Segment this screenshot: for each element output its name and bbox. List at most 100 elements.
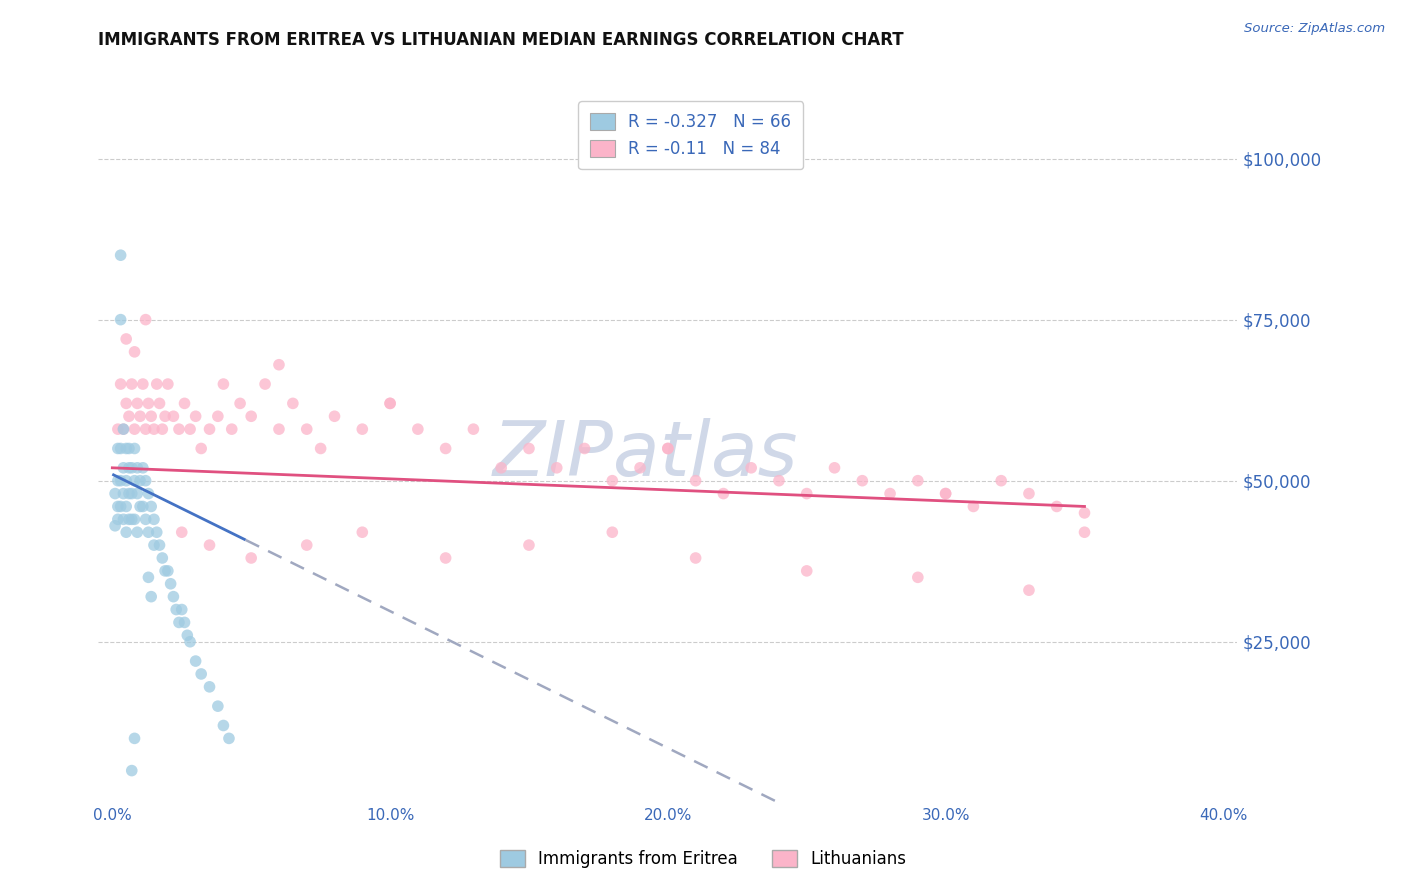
Point bbox=[184, 409, 207, 424]
Point bbox=[118, 486, 141, 500]
Point bbox=[628, 460, 651, 475]
Point bbox=[879, 486, 901, 500]
Point bbox=[127, 460, 149, 475]
Point bbox=[685, 474, 707, 488]
Point bbox=[121, 764, 143, 778]
Point bbox=[124, 512, 146, 526]
Point bbox=[115, 442, 138, 456]
Point bbox=[378, 396, 401, 410]
Point bbox=[115, 525, 138, 540]
Point bbox=[240, 551, 263, 566]
Point bbox=[145, 525, 167, 540]
Text: ZIPatlas: ZIPatlas bbox=[492, 418, 797, 491]
Point bbox=[796, 564, 818, 578]
Point bbox=[184, 654, 207, 668]
Point bbox=[107, 442, 129, 456]
Point bbox=[141, 590, 163, 604]
Point bbox=[159, 576, 181, 591]
Point bbox=[851, 474, 873, 488]
Point bbox=[179, 634, 201, 648]
Point bbox=[141, 500, 163, 514]
Point bbox=[135, 512, 157, 526]
Point bbox=[121, 377, 143, 392]
Point bbox=[110, 474, 132, 488]
Point bbox=[107, 422, 129, 436]
Point bbox=[1073, 525, 1095, 540]
Point bbox=[112, 460, 135, 475]
Point bbox=[124, 731, 146, 746]
Point bbox=[107, 512, 129, 526]
Point bbox=[267, 422, 290, 436]
Point bbox=[207, 409, 229, 424]
Point bbox=[295, 538, 318, 552]
Point bbox=[124, 344, 146, 359]
Point bbox=[990, 474, 1012, 488]
Point bbox=[121, 512, 143, 526]
Point bbox=[229, 396, 252, 410]
Point bbox=[150, 422, 173, 436]
Point bbox=[240, 409, 263, 424]
Point bbox=[768, 474, 790, 488]
Point bbox=[352, 525, 374, 540]
Point bbox=[104, 518, 127, 533]
Point bbox=[115, 332, 138, 346]
Point bbox=[115, 474, 138, 488]
Point bbox=[138, 525, 160, 540]
Point bbox=[198, 680, 221, 694]
Point bbox=[129, 500, 152, 514]
Point bbox=[153, 409, 176, 424]
Point bbox=[281, 396, 304, 410]
Point bbox=[112, 486, 135, 500]
Text: IMMIGRANTS FROM ERITREA VS LITHUANIAN MEDIAN EARNINGS CORRELATION CHART: IMMIGRANTS FROM ERITREA VS LITHUANIAN ME… bbox=[98, 31, 904, 49]
Point bbox=[489, 460, 512, 475]
Point bbox=[143, 512, 166, 526]
Point bbox=[148, 538, 170, 552]
Point bbox=[112, 422, 135, 436]
Point bbox=[132, 500, 155, 514]
Point bbox=[135, 422, 157, 436]
Point bbox=[143, 538, 166, 552]
Point bbox=[129, 474, 152, 488]
Point bbox=[434, 551, 457, 566]
Point bbox=[115, 396, 138, 410]
Point bbox=[574, 442, 596, 456]
Point bbox=[170, 525, 193, 540]
Point bbox=[121, 460, 143, 475]
Point bbox=[156, 377, 179, 392]
Point bbox=[546, 460, 568, 475]
Point bbox=[352, 422, 374, 436]
Point bbox=[221, 422, 243, 436]
Point bbox=[118, 409, 141, 424]
Point bbox=[198, 538, 221, 552]
Point bbox=[115, 500, 138, 514]
Point bbox=[138, 396, 160, 410]
Point bbox=[323, 409, 346, 424]
Legend: Immigrants from Eritrea, Lithuanians: Immigrants from Eritrea, Lithuanians bbox=[494, 843, 912, 875]
Point bbox=[121, 486, 143, 500]
Point bbox=[129, 409, 152, 424]
Point bbox=[218, 731, 240, 746]
Point bbox=[190, 442, 212, 456]
Point bbox=[600, 474, 623, 488]
Text: Source: ZipAtlas.com: Source: ZipAtlas.com bbox=[1244, 22, 1385, 36]
Point bbox=[198, 422, 221, 436]
Point bbox=[165, 602, 187, 616]
Point bbox=[212, 718, 235, 732]
Point bbox=[132, 377, 155, 392]
Point bbox=[162, 409, 184, 424]
Point bbox=[295, 422, 318, 436]
Point bbox=[378, 396, 401, 410]
Point bbox=[517, 442, 540, 456]
Point bbox=[162, 590, 184, 604]
Point bbox=[148, 396, 170, 410]
Point bbox=[309, 442, 332, 456]
Point bbox=[170, 602, 193, 616]
Point bbox=[1018, 583, 1040, 598]
Point bbox=[104, 486, 127, 500]
Point bbox=[167, 422, 190, 436]
Point bbox=[112, 512, 135, 526]
Point bbox=[406, 422, 429, 436]
Point bbox=[110, 248, 132, 262]
Point bbox=[962, 500, 984, 514]
Point bbox=[135, 474, 157, 488]
